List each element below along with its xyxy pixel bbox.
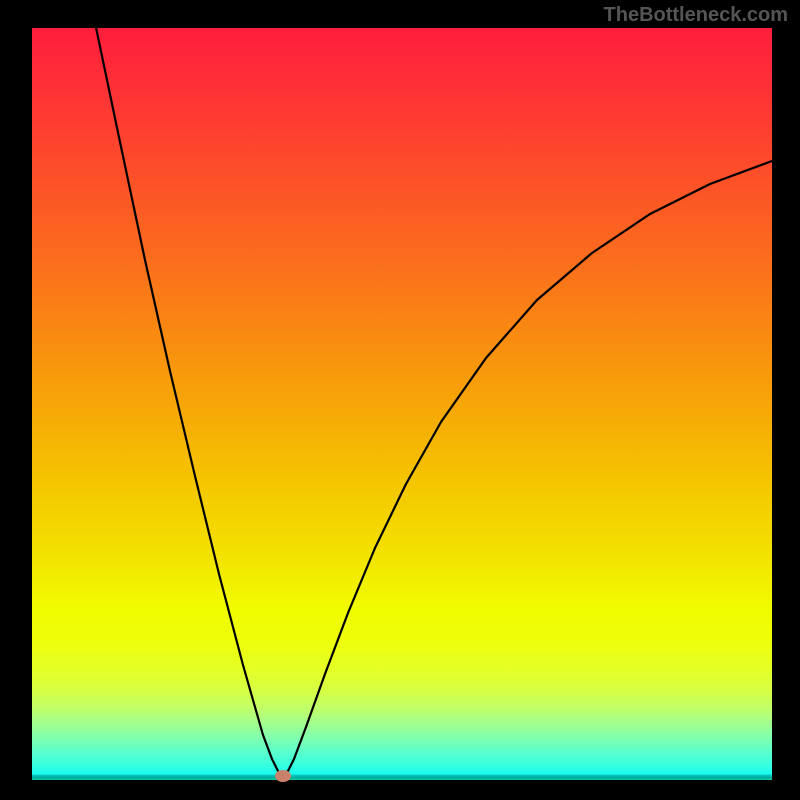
plot-area	[32, 28, 772, 780]
watermark-text: TheBottleneck.com	[604, 4, 788, 27]
bottleneck-curve	[32, 28, 772, 780]
v-curve-path	[94, 28, 772, 776]
optimal-point-marker	[275, 770, 291, 782]
